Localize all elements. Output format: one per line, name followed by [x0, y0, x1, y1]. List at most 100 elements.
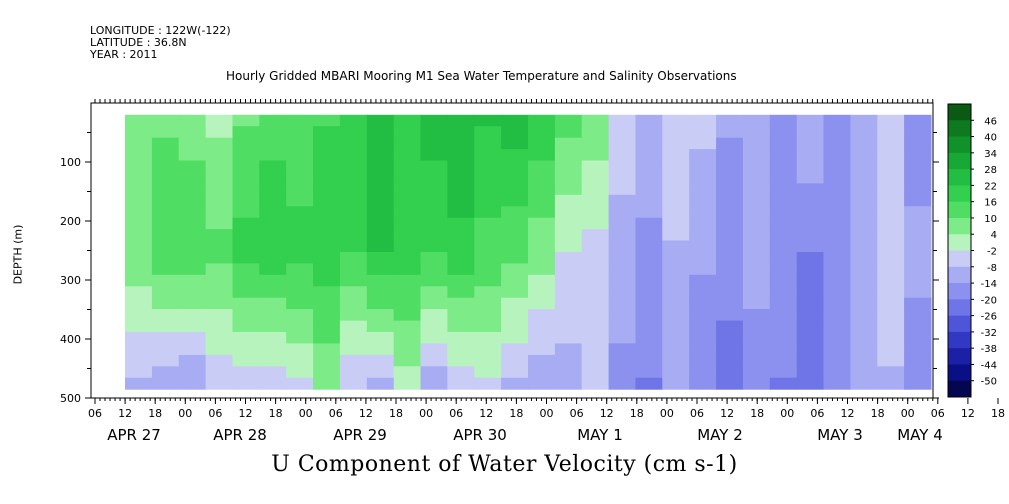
heatmap-cell — [796, 114, 825, 127]
heatmap-cell — [125, 286, 153, 299]
heatmap-cell — [796, 137, 825, 150]
heatmap-cell — [796, 160, 825, 173]
heatmap-cell — [528, 240, 556, 253]
heatmap-cell — [662, 354, 690, 367]
heatmap-cell — [151, 286, 180, 299]
heatmap-cell — [313, 137, 341, 150]
colorbar-swatch — [948, 136, 971, 154]
heatmap-cell — [742, 149, 771, 162]
heatmap-cell — [931, 354, 932, 367]
x-tick-label: 06 — [449, 407, 463, 420]
heatmap-cell — [447, 377, 475, 390]
heatmap-cell — [259, 343, 287, 356]
heatmap-cell — [178, 297, 207, 310]
heatmap-cell — [313, 240, 341, 253]
heatmap-cell — [554, 240, 583, 253]
heatmap-cell — [474, 194, 502, 207]
heatmap-cell — [232, 297, 260, 310]
heatmap-cell — [339, 217, 368, 230]
heatmap-cell — [716, 160, 744, 173]
colorbar-label: -44 — [981, 360, 997, 371]
heatmap-cell — [662, 240, 690, 253]
heatmap-cell — [259, 332, 287, 344]
heatmap-cell — [554, 194, 583, 207]
x-tick-label: 06 — [931, 407, 945, 420]
heatmap-cell — [931, 286, 932, 299]
heatmap-cell — [931, 137, 932, 150]
heatmap-cell — [850, 263, 878, 276]
heatmap-cell — [205, 263, 234, 276]
heatmap-cell — [474, 377, 502, 390]
heatmap-cell — [689, 126, 717, 139]
heatmap-cell — [904, 366, 932, 379]
heatmap-cell — [205, 377, 234, 390]
heatmap-cell — [232, 263, 260, 276]
heatmap-cell — [313, 286, 341, 299]
heatmap-cell — [662, 343, 690, 356]
heatmap-cell — [716, 126, 744, 139]
heatmap-cell — [635, 183, 663, 196]
heatmap-cell — [501, 343, 529, 356]
heatmap-cell — [393, 240, 422, 253]
colorbar-label: 28 — [984, 165, 997, 176]
heatmap-cell — [232, 320, 260, 333]
heatmap-cell — [259, 274, 287, 287]
heatmap-cell — [554, 172, 583, 184]
heatmap-cell — [796, 332, 825, 344]
heatmap-cell — [581, 137, 610, 150]
heatmap-cell — [877, 114, 905, 127]
heatmap-cell — [742, 343, 771, 356]
heatmap-cell — [420, 274, 448, 287]
heatmap-cell — [447, 240, 475, 253]
heatmap-cell — [420, 320, 448, 333]
heatmap-cell — [635, 252, 663, 264]
heatmap-cell — [689, 217, 717, 230]
heatmap-cell — [769, 366, 798, 379]
heatmap-cell — [904, 252, 932, 264]
heatmap-cell — [608, 377, 637, 390]
heatmap-cell — [501, 366, 529, 379]
heatmap-cell — [259, 137, 287, 150]
heatmap-cell — [608, 229, 637, 242]
heatmap-cell — [178, 274, 207, 287]
heatmap-cell — [232, 126, 260, 139]
heatmap-cell — [474, 297, 502, 310]
heatmap-cell — [259, 366, 287, 379]
heatmap-cell — [313, 217, 341, 230]
heatmap-cell — [850, 366, 878, 379]
heatmap-cell — [447, 160, 475, 173]
heatmap-cell — [850, 377, 878, 390]
heatmap-cell — [286, 114, 314, 127]
colorbar: 46 40 34 28 22 16 10 4 -2 -8 -14 -20 -26 -32 -38 -44 -50 — [947, 103, 997, 398]
heatmap-cell — [205, 252, 234, 264]
heatmap-cell — [662, 114, 690, 127]
heatmap-cell — [313, 194, 341, 207]
heatmap-cell — [393, 252, 422, 264]
heatmap-cell — [823, 160, 851, 173]
y-tick-label: 200 — [60, 215, 81, 228]
heatmap-cell — [689, 172, 717, 184]
heatmap-cell — [689, 332, 717, 344]
x-tick-label: 12 — [479, 407, 493, 420]
x-tick-label: 06 — [570, 407, 584, 420]
heatmap-cell — [554, 286, 583, 299]
heatmap-cell — [931, 320, 932, 333]
heatmap-cell — [796, 149, 825, 162]
heatmap-cell — [796, 354, 825, 367]
heatmap-cell — [232, 309, 260, 322]
heatmap-cell — [205, 194, 234, 207]
heatmap-cell — [769, 309, 798, 322]
heatmap-cell — [528, 206, 556, 219]
heatmap-cell — [286, 183, 314, 196]
heatmap-cell — [447, 274, 475, 287]
x-axis-label: U Component of Water Velocity (cm s-1) — [271, 452, 738, 477]
heatmap-cell — [501, 137, 529, 150]
heatmap-cell — [286, 149, 314, 162]
heatmap-cell — [931, 149, 932, 162]
heatmap-cell — [554, 366, 583, 379]
heatmap-cell — [420, 149, 448, 162]
heatmap-cell — [581, 286, 610, 299]
heatmap-cell — [823, 297, 851, 310]
heatmap-cell — [125, 126, 153, 139]
colorbar-label: -20 — [981, 295, 997, 306]
